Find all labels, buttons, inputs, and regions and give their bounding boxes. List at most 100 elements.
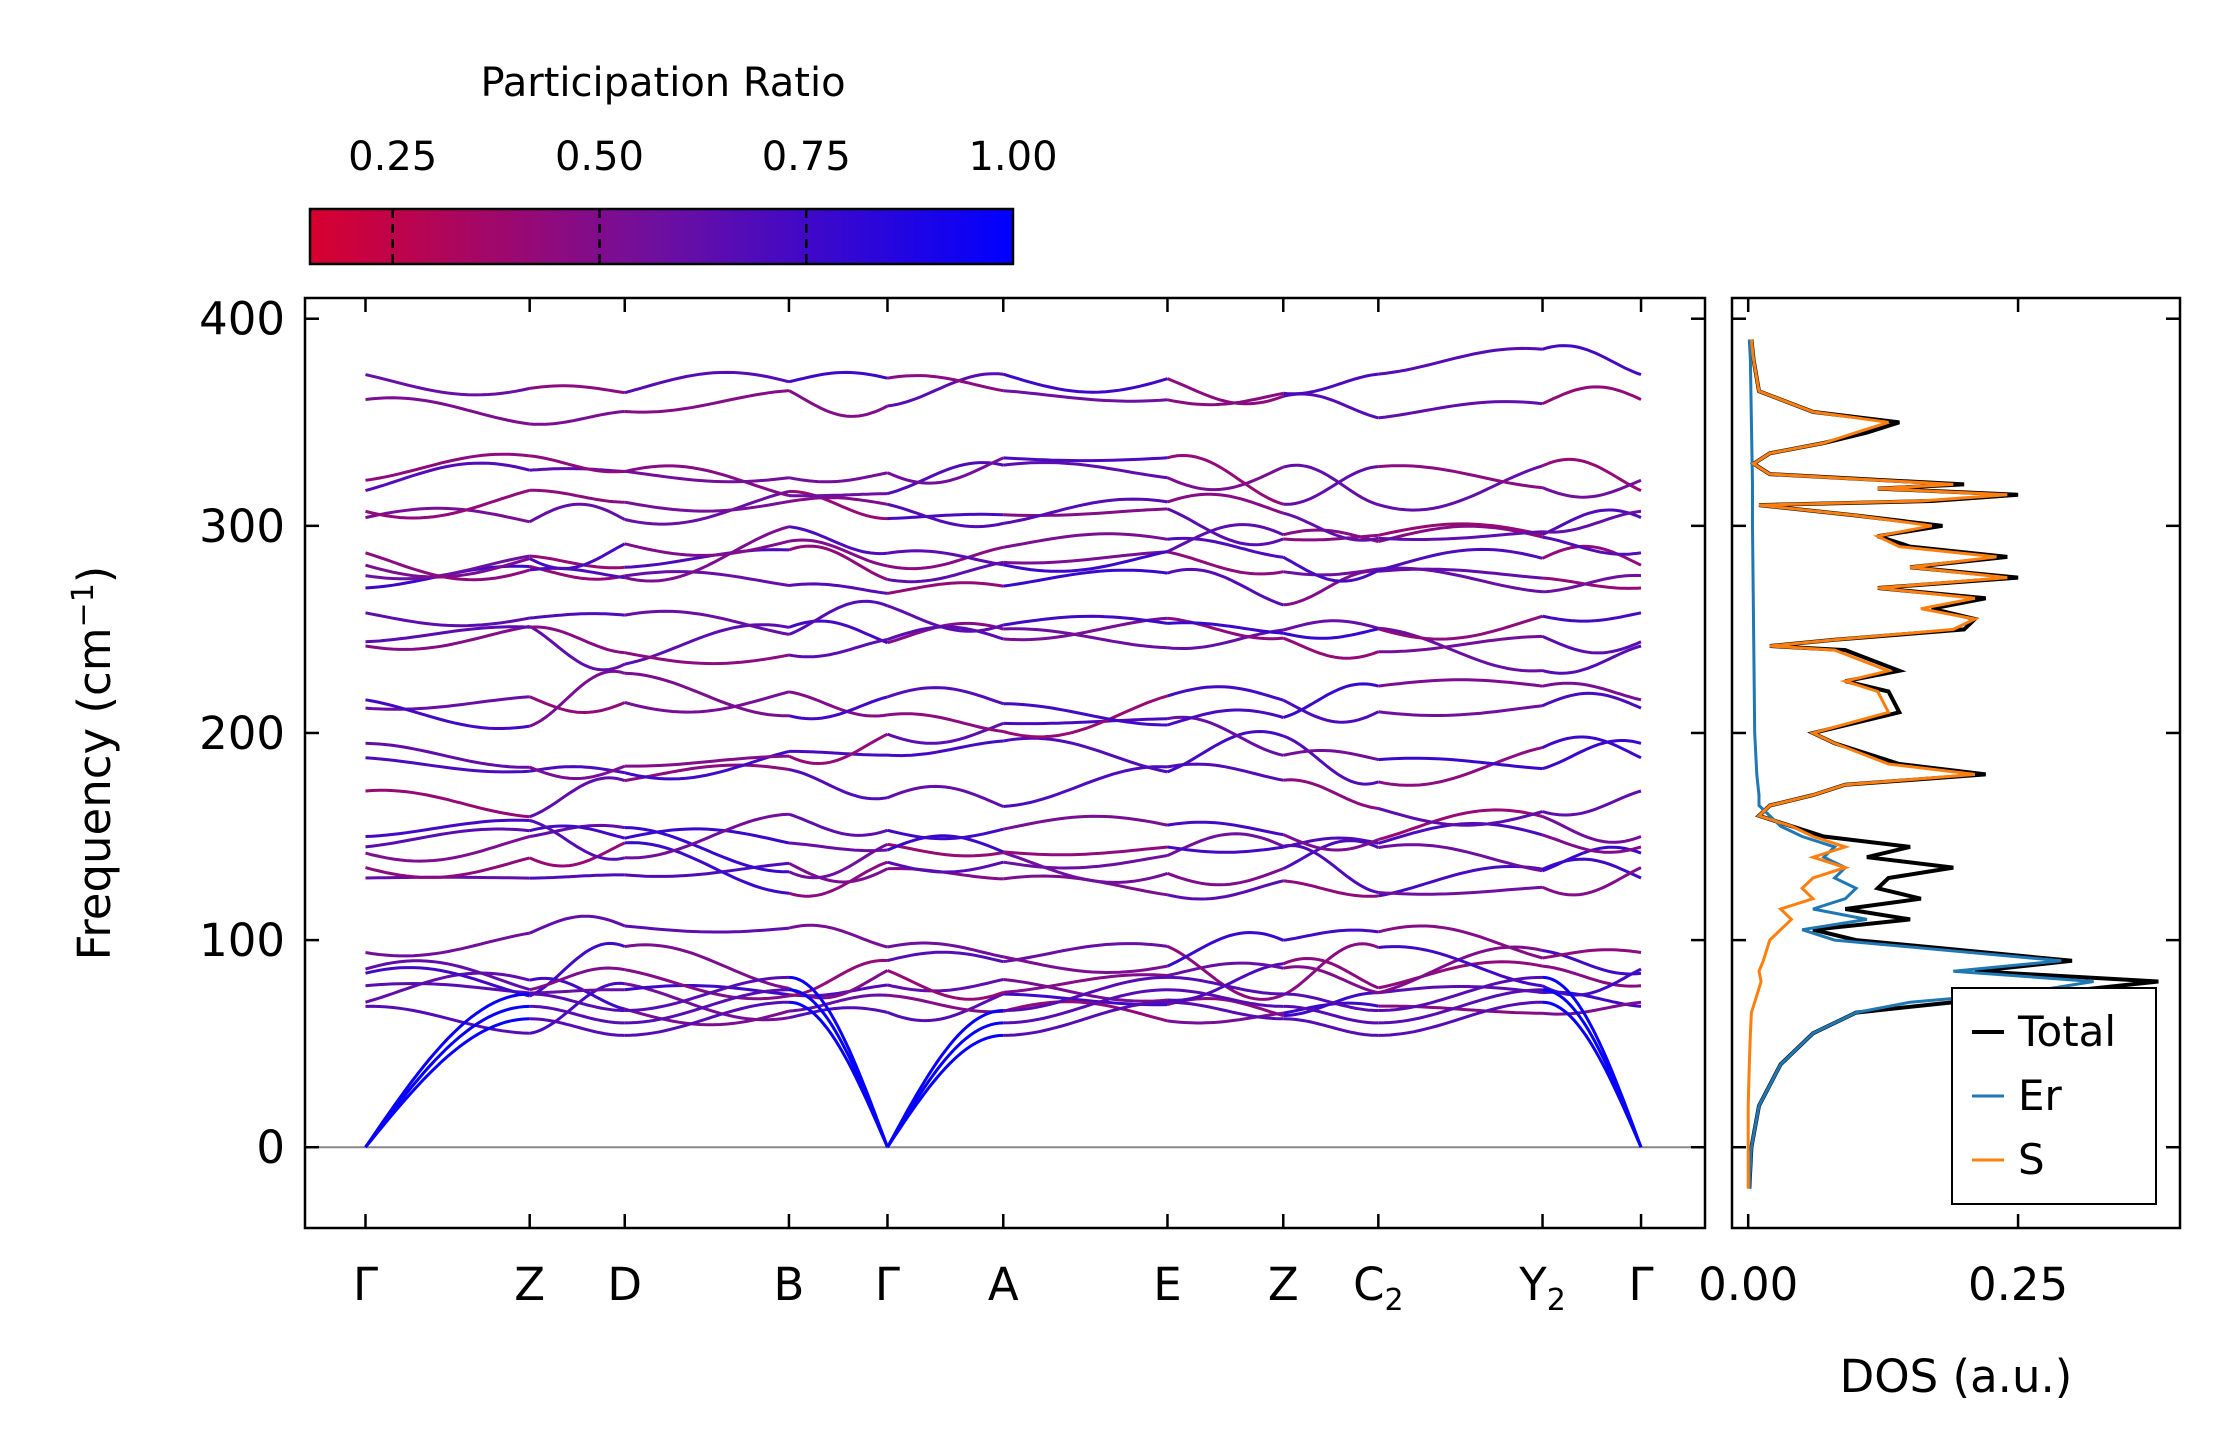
optical-branch-segment [1378, 704, 1543, 717]
optical-branch-segment [1542, 344, 1642, 377]
optical-branch-segment [1003, 614, 1168, 627]
optical-branch-segment [1541, 478, 1642, 499]
high-symmetry-label: Γ [353, 1258, 378, 1311]
optical-branch-segment [1167, 708, 1284, 727]
optical-branch-segment [365, 971, 531, 1004]
optical-branch-segment [1003, 942, 1168, 964]
optical-branch-segment [788, 471, 888, 484]
optical-branch-segment [788, 860, 888, 898]
optical-branch-segment [624, 469, 790, 484]
optical-branch-segment [624, 763, 790, 783]
phonon-bands [364, 344, 1643, 1149]
optical-branch-segment [365, 461, 531, 493]
optical-branch-segment [1283, 778, 1379, 810]
acoustic-branch-segment [364, 992, 530, 1149]
optical-branch-segment [887, 581, 1004, 595]
optical-branch-segment [529, 612, 625, 620]
dos-panel: 0.00 0.25 DOS (a.u.) Total Er S [1698, 296, 2182, 1403]
optical-branch-segment [1167, 962, 1284, 1002]
dos-curves [1746, 339, 2159, 1189]
optical-branch-segment [624, 489, 790, 526]
optical-branch-segment [887, 461, 1004, 496]
optical-branch-segment [365, 835, 531, 863]
optical-branch-segment [1377, 924, 1543, 960]
optical-branch-segment [1541, 691, 1642, 710]
acoustic-branch-segment [1283, 1004, 1379, 1025]
optical-branch-segment [1167, 550, 1284, 576]
optical-branch-segment [1283, 928, 1379, 942]
optical-branch-segment [1167, 492, 1284, 515]
optical-branch-segment [1542, 681, 1642, 702]
optical-branch-segment [529, 454, 625, 474]
optical-branch-segment [624, 861, 790, 878]
optical-branch-segment [1167, 845, 1284, 854]
optical-branch-segment [1542, 644, 1642, 675]
optical-branch-segment [788, 619, 889, 645]
optical-branch-segment [529, 819, 626, 861]
optical-branch-segment [1283, 965, 1379, 995]
optical-branch-segment [365, 373, 531, 397]
optical-branch-segment [1377, 547, 1543, 572]
optical-branch-segment [1378, 865, 1543, 898]
optical-branch-segment [365, 818, 530, 838]
optical-branch-segment [365, 698, 530, 730]
optical-branch-segment [1282, 619, 1379, 632]
optical-branch-segment [1003, 532, 1168, 549]
acoustic-branch-segment [886, 1021, 1004, 1148]
optical-branch-segment [788, 841, 888, 853]
optical-branch-segment [1542, 509, 1642, 534]
optical-branch-segment [624, 370, 790, 395]
legend-label-er: Er [2018, 1071, 2063, 1120]
optical-branch-segment [886, 969, 1004, 1001]
optical-branch-segment [624, 539, 790, 557]
optical-branch-segment [1166, 867, 1284, 887]
colorbar-gradient [308, 207, 1015, 266]
optical-branch-segment [1002, 1000, 1168, 1023]
optical-branch-segment [529, 776, 626, 819]
optical-branch-segment [886, 834, 1004, 854]
acoustic-branch-segment [624, 988, 790, 1025]
optical-branch-segment [1542, 576, 1642, 590]
optical-branch-segment [788, 389, 889, 418]
optical-branch-segment [365, 695, 530, 711]
high-symmetry-label: B [774, 1258, 805, 1311]
optical-branch-segment [788, 638, 888, 659]
optical-branch-segment [887, 545, 1004, 571]
optical-branch-segment [528, 502, 626, 524]
optical-branch-segment [1166, 729, 1284, 774]
dos-x-axis-title: DOS (a.u.) [1840, 1350, 2073, 1403]
optical-branch-segment [1542, 535, 1642, 556]
optical-branch-segment [1378, 756, 1543, 771]
optical-branch-segment [788, 489, 888, 521]
optical-branch-segment [365, 488, 531, 520]
optical-branch-segment [1282, 698, 1379, 724]
optical-branch-segment [1542, 833, 1642, 854]
optical-branch-segment [529, 914, 626, 935]
optical-branch-segment [1003, 497, 1168, 525]
optical-branch-segment [624, 671, 789, 718]
optical-branch-segment [1166, 465, 1284, 492]
optical-branch-segment [529, 410, 625, 426]
legend-label-s: S [2018, 1135, 2045, 1184]
optical-branch-segment [1282, 839, 1379, 871]
optical-branch-segment [1282, 749, 1379, 762]
optical-branch-segment [788, 958, 888, 998]
optical-branch-segment [788, 538, 888, 568]
optical-branch-segment [887, 950, 1004, 964]
optical-branch-segment [365, 756, 530, 774]
dos-x-tick-label: 0.00 [1698, 1258, 1798, 1311]
acoustic-branch-segment [788, 975, 889, 1148]
optical-branch-segment [624, 924, 790, 934]
band-y-ticks: 0 100 200 300 400 [199, 293, 1705, 1174]
optical-branch-segment [1003, 507, 1168, 517]
optical-branch-segment [887, 512, 1004, 521]
acoustic-branch-segment [1167, 1000, 1284, 1021]
optical-branch-segment [1003, 627, 1168, 650]
optical-branch-segment [887, 560, 1004, 584]
optical-branch-segment [1167, 616, 1284, 641]
optical-branch-segment [529, 384, 626, 395]
optical-branch-segment [887, 502, 1004, 529]
optical-branch-segment [1541, 544, 1642, 567]
high-symmetry-label: D [607, 1258, 642, 1311]
optical-branch-segment [1542, 611, 1642, 623]
